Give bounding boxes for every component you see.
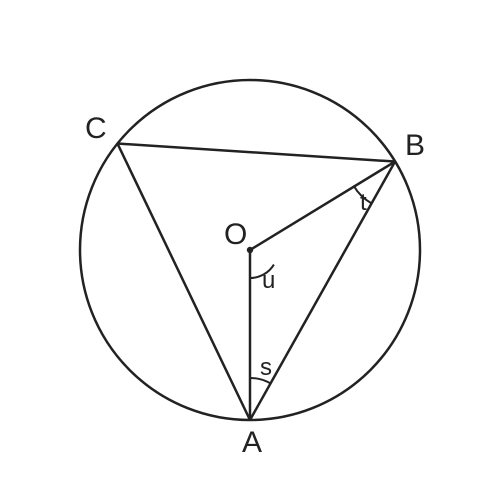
label-C: C — [85, 112, 107, 145]
segment-BC — [117, 144, 395, 162]
label-O: O — [224, 218, 247, 251]
label-A: A — [242, 426, 262, 459]
label-B: B — [405, 129, 425, 162]
label-angle-u: u — [262, 267, 275, 294]
segment-OB — [250, 162, 395, 250]
label-angle-t: t — [360, 189, 367, 216]
label-angle-s: s — [260, 354, 272, 381]
center-dot — [247, 247, 253, 253]
